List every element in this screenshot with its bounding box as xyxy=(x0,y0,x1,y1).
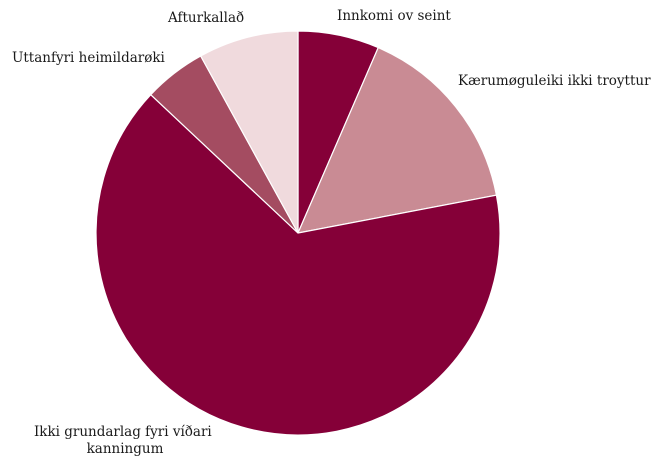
pie-slices xyxy=(95,30,501,436)
label-ikki-grundarlag-line2: kanningum xyxy=(87,441,164,457)
label-innkomi-ov-seint: Innkomi ov seint xyxy=(337,8,451,24)
label-afturkallad: Afturkallað xyxy=(167,10,244,26)
label-kaerumoguleiki-ikki-troyttur: Kærumøguleiki ikki troyttur xyxy=(458,73,651,89)
pie-slice-3 xyxy=(95,93,501,436)
pie-slice-2 xyxy=(296,46,498,234)
pie-labels: Innkomi ov seint Kærumøguleiki ikki troy… xyxy=(12,8,651,457)
label-ikki-grundarlag-line1: Ikki grundarlag fyri víðari xyxy=(34,424,212,440)
label-ikki-grundarlag: Ikki grundarlag fyri víðari kanningum xyxy=(34,424,216,457)
pie-slice-5 xyxy=(199,30,299,234)
label-uttanfyri-heimildaroki: Uttanfyri heimildarøki xyxy=(12,50,166,66)
